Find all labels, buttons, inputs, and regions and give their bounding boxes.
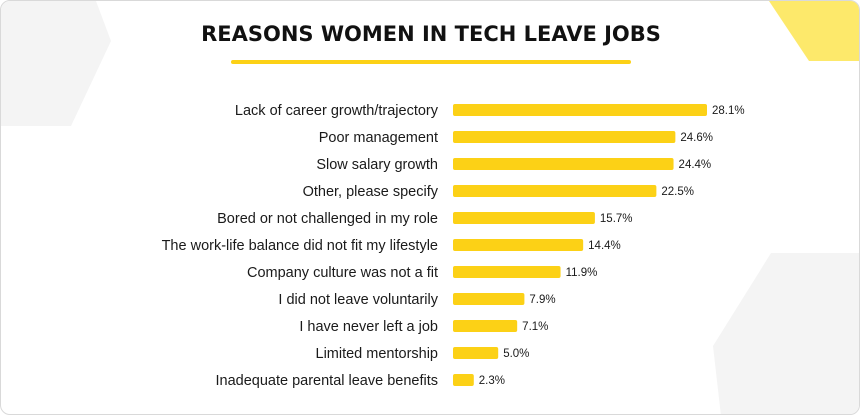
category-label: Poor management bbox=[319, 130, 438, 146]
data-label: 24.4% bbox=[679, 159, 712, 171]
data-label: 15.7% bbox=[600, 213, 633, 225]
data-label: 2.3% bbox=[479, 375, 505, 387]
bar bbox=[453, 347, 499, 359]
chart-title: REASONS WOMEN IN TECH LEAVE JOBS bbox=[201, 22, 661, 46]
bar bbox=[453, 266, 561, 278]
category-label: The work-life balance did not fit my lif… bbox=[162, 238, 438, 254]
category-label: Other, please specify bbox=[303, 184, 439, 200]
category-label: I did not leave voluntarily bbox=[278, 292, 438, 308]
data-label: 14.4% bbox=[588, 240, 621, 252]
category-label: Limited mentorship bbox=[316, 346, 439, 362]
data-label: 7.1% bbox=[522, 321, 548, 333]
category-label: Slow salary growth bbox=[316, 157, 438, 173]
data-label: 11.9% bbox=[566, 267, 598, 279]
bar bbox=[453, 374, 474, 386]
title-underline bbox=[231, 60, 631, 64]
bar bbox=[453, 320, 518, 332]
bar bbox=[453, 104, 707, 116]
bar bbox=[453, 158, 674, 170]
bar bbox=[453, 131, 676, 143]
bar bbox=[453, 212, 595, 224]
category-label: Inadequate parental leave benefits bbox=[215, 373, 438, 389]
bar bbox=[453, 185, 657, 197]
data-label: 7.9% bbox=[529, 294, 555, 306]
category-label: Lack of career growth/trajectory bbox=[235, 103, 439, 119]
data-label: 5.0% bbox=[503, 348, 529, 360]
category-label: I have never left a job bbox=[299, 319, 438, 335]
data-label: 24.6% bbox=[680, 132, 713, 144]
bar bbox=[453, 293, 525, 305]
data-label: 22.5% bbox=[661, 186, 694, 198]
category-label: Bored or not challenged in my role bbox=[217, 211, 438, 227]
bar bbox=[453, 239, 584, 251]
data-label: 28.1% bbox=[712, 105, 745, 117]
category-label: Company culture was not a fit bbox=[247, 265, 438, 281]
